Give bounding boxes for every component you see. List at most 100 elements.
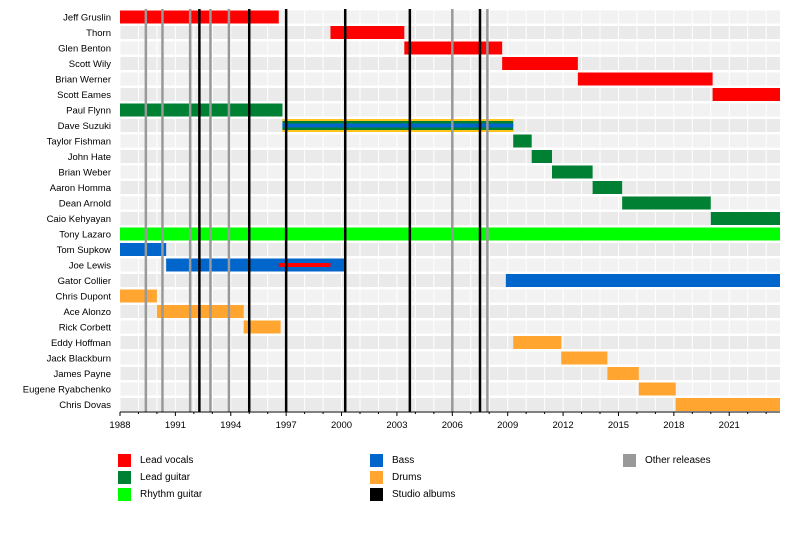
row-background	[120, 320, 780, 334]
row-background	[120, 150, 780, 163]
row-background	[120, 243, 780, 256]
row-background	[120, 181, 780, 194]
legend-label: Other releases	[645, 454, 711, 466]
x-tick-label: 1994	[220, 420, 241, 431]
member-bar	[120, 227, 780, 241]
member-bar	[607, 367, 639, 380]
row-background	[120, 336, 780, 349]
legend-swatch	[370, 487, 383, 501]
row-background	[120, 165, 780, 179]
member-label: Caio Kehyayan	[47, 214, 111, 225]
legend-item-other-releases: Other releases	[623, 452, 711, 468]
member-bar	[531, 150, 552, 163]
legend-item-rhythm-guitar: Rhythm guitar	[118, 486, 202, 502]
legend-item-lead-guitar: Lead guitar	[118, 469, 190, 485]
legend-swatch	[370, 453, 383, 467]
row-background	[120, 26, 780, 39]
member-label: James Payne	[53, 369, 111, 380]
member-bar	[120, 243, 167, 256]
member-label: Dean Arnold	[59, 198, 111, 209]
x-tick-label: 2003	[386, 420, 407, 431]
member-bar	[120, 103, 283, 117]
member-bar	[513, 134, 532, 148]
member-bar	[120, 289, 157, 303]
member-bar	[513, 336, 562, 349]
x-tick-label: 2006	[442, 420, 463, 431]
member-label: Thorn	[86, 28, 111, 39]
legend-label: Lead vocals	[140, 454, 194, 466]
member-label: Scott Eames	[57, 90, 111, 101]
vocals-edge	[282, 119, 514, 121]
member-bar	[577, 72, 713, 86]
legend: Lead vocals Lead guitar Rhythm guitar Bass D…	[0, 452, 800, 512]
x-tick-label: 2015	[608, 420, 629, 431]
member-label: Brian Werner	[55, 74, 111, 85]
member-label: Eugene Ryabchenko	[23, 384, 111, 395]
member-label: Chris Dupont	[56, 291, 112, 302]
legend-label: Bass	[392, 454, 415, 466]
x-tick-label: 2000	[331, 420, 352, 431]
legend-swatch	[370, 470, 383, 484]
legend-item-bass: Bass	[370, 452, 414, 468]
member-label: Aaron Homma	[50, 183, 112, 194]
member-label: Tony Lazaro	[59, 229, 111, 240]
row-background	[120, 57, 780, 70]
legend-swatch	[118, 453, 131, 467]
x-tick-label: 2012	[553, 420, 574, 431]
x-tick-label: 1991	[165, 420, 186, 431]
row-background	[120, 289, 780, 303]
member-label: John Hate	[68, 152, 111, 163]
row-background	[120, 382, 780, 396]
row-background	[120, 367, 780, 380]
member-bar	[675, 398, 780, 411]
member-label: Scott Wily	[69, 59, 111, 70]
overlay-bar	[282, 123, 514, 128]
member-label: Tom Supkow	[57, 245, 112, 256]
member-bar	[502, 57, 578, 70]
member-label: Rick Corbett	[59, 322, 112, 333]
x-tick-label: 2018	[663, 420, 684, 431]
legend-item-lead-vocals: Lead vocals	[118, 452, 193, 468]
member-bar	[622, 196, 711, 210]
x-tick-label: 2021	[719, 420, 740, 431]
member-label: Joe Lewis	[69, 260, 111, 271]
legend-swatch	[623, 453, 636, 467]
member-bar	[592, 181, 623, 194]
member-bar	[330, 26, 405, 39]
legend-label: Lead guitar	[140, 471, 191, 483]
legend-item-studio-albums: Studio albums	[370, 486, 455, 502]
legend-swatch	[118, 487, 131, 501]
member-bar	[712, 88, 780, 101]
legend-swatch	[118, 470, 131, 484]
member-label: Taylor Fishman	[47, 136, 111, 147]
member-bar	[505, 274, 780, 287]
member-bar	[552, 165, 593, 179]
member-bar	[243, 320, 281, 334]
legend-item-drums: Drums	[370, 469, 421, 485]
x-tick-label: 1997	[276, 420, 297, 431]
member-label: Brian Weber	[58, 167, 111, 178]
timeline-svg: Jeff Gruslin Thorn Glen Benton Scott Wily Br…	[23, 9, 780, 431]
row-background	[120, 88, 780, 101]
member-label: Gator Collier	[58, 276, 111, 287]
member-label: Dave Suzuki	[58, 121, 111, 132]
member-bar	[561, 351, 608, 365]
row-background	[120, 351, 780, 365]
row-background	[120, 134, 780, 148]
x-tick-label: 2009	[497, 420, 518, 431]
member-bar	[710, 212, 780, 225]
row-background	[120, 212, 780, 225]
overlay-bar	[278, 263, 331, 267]
member-label: Eddy Hoffman	[51, 338, 111, 349]
legend-label: Drums	[392, 471, 422, 483]
member-label: Paul Flynn	[66, 105, 111, 116]
legend-label: Rhythm guitar	[140, 488, 203, 500]
legend-label: Studio albums	[392, 488, 456, 500]
member-label: Glen Benton	[58, 43, 111, 54]
x-tick-label: 1988	[109, 420, 130, 431]
vocals-edge	[282, 130, 514, 132]
member-label: Jack Blackburn	[47, 353, 111, 364]
member-bar	[638, 382, 676, 396]
member-label: Ace Alonzo	[63, 307, 111, 318]
